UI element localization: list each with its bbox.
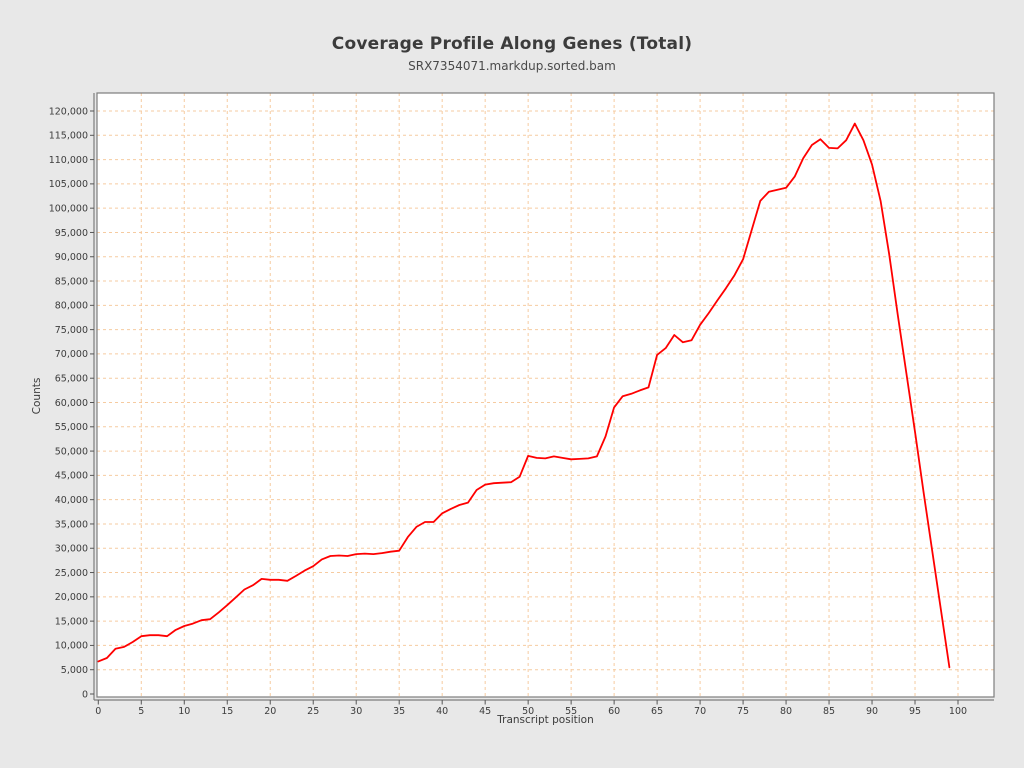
x-tick-label: 70 (694, 706, 706, 717)
x-tick-label: 85 (823, 706, 835, 717)
y-tick-label: 85,000 (55, 276, 88, 287)
y-tick-label: 90,000 (55, 252, 88, 263)
y-tick-label: 5,000 (61, 665, 88, 676)
chart-subtitle: SRX7354071.markdup.sorted.bam (408, 59, 616, 73)
y-tick-label: 20,000 (55, 592, 88, 603)
x-tick-label: 95 (909, 706, 921, 717)
x-tick-label: 75 (737, 706, 749, 717)
chart-title: Coverage Profile Along Genes (Total) (331, 34, 693, 54)
y-tick-label: 45,000 (55, 471, 88, 482)
y-tick-label: 115,000 (49, 131, 88, 142)
y-tick-label: 0 (82, 689, 88, 700)
plot-frame (96, 92, 995, 698)
coverage-series-line (97, 122, 951, 669)
x-tick-label: 35 (393, 706, 405, 717)
y-tick-label: 80,000 (55, 301, 88, 312)
x-tick-label: 45 (479, 706, 491, 717)
x-tick-label: 25 (307, 706, 319, 717)
x-tick-label: 50 (522, 706, 534, 717)
x-tick-label: 90 (866, 706, 878, 717)
y-tick-label: 15,000 (55, 616, 88, 627)
x-tick-label: 10 (178, 706, 190, 717)
x-tick-label: 0 (95, 706, 101, 717)
x-tick-label: 40 (436, 706, 448, 717)
y-tick-label: 25,000 (55, 568, 88, 579)
x-tick-label: 100 (949, 706, 967, 717)
y-tick-label: 110,000 (49, 155, 88, 166)
y-tick-label: 95,000 (55, 228, 88, 239)
y-tick-label: 60,000 (55, 398, 88, 409)
y-tick-label: 55,000 (55, 422, 88, 433)
x-tick-label: 55 (565, 706, 577, 717)
y-tick-label: 105,000 (49, 179, 88, 190)
x-axis-title: Transcript position (497, 714, 594, 726)
plot-area (97, 93, 994, 697)
y-tick-label: 100,000 (49, 203, 88, 214)
x-tick-label: 30 (350, 706, 362, 717)
x-tick-label: 20 (264, 706, 276, 717)
y-tick-label: 75,000 (55, 325, 88, 336)
x-tick-label: 60 (608, 706, 620, 717)
y-tick-label: 40,000 (55, 495, 88, 506)
x-tick-label: 80 (780, 706, 792, 717)
y-tick-label: 50,000 (55, 446, 88, 457)
y-tick-label: 65,000 (55, 374, 88, 385)
y-tick-label: 10,000 (55, 641, 88, 652)
x-tick-label: 15 (221, 706, 233, 717)
y-tick-label: 30,000 (55, 544, 88, 555)
y-tick-label: 35,000 (55, 519, 88, 530)
x-tick-label: 65 (651, 706, 663, 717)
y-axis-title: Counts (31, 377, 43, 415)
x-tick-label: 5 (138, 706, 144, 717)
y-tick-label: 120,000 (49, 106, 88, 117)
y-tick-label: 70,000 (55, 349, 88, 360)
